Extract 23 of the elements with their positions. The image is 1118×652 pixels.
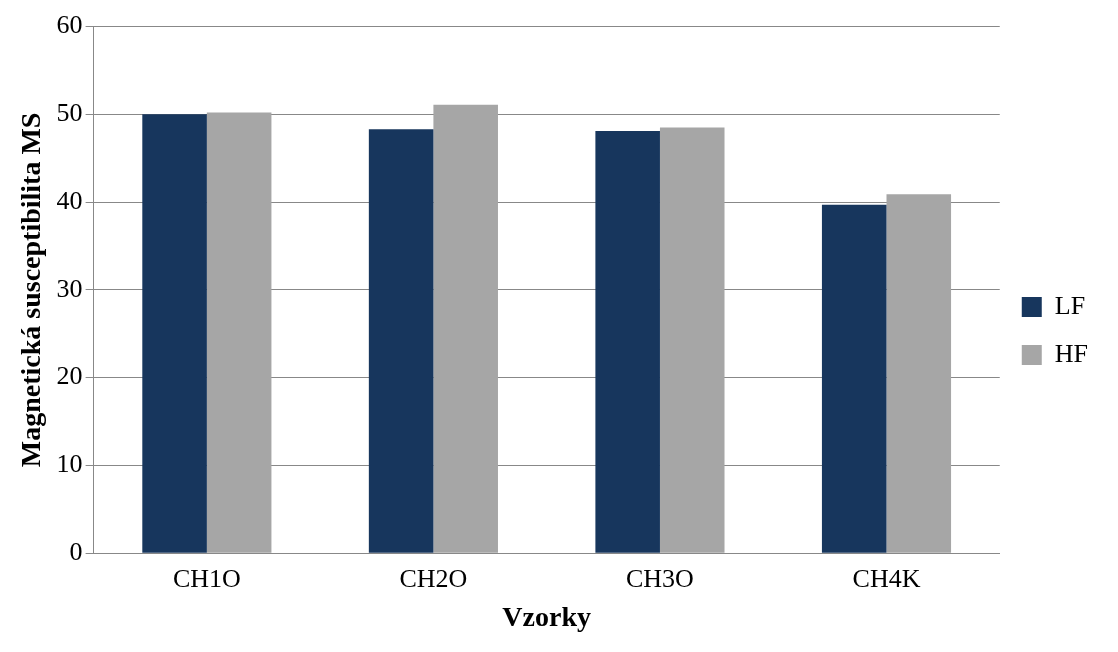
legend-label: LF [1054,290,1086,320]
x-tick-label: CH3O [626,563,694,593]
x-tick-label: CH2O [399,563,468,593]
bar [886,194,952,553]
y-axis-title: Magnetická susceptibilita MS [15,112,47,468]
x-axis-title: Vzorky [502,601,592,633]
y-tick-label: 10 [56,449,83,479]
bar [433,104,498,553]
bar [659,127,725,553]
bar [821,204,887,553]
y-tick-label: 50 [56,98,83,128]
x-tick-label: CH4K [852,563,921,593]
y-tick-label: 0 [69,537,83,567]
x-tick-label: CH1O [172,563,241,593]
bar [595,131,660,553]
bar [368,129,434,553]
y-tick-label: 60 [56,10,83,40]
y-tick-label: 40 [56,185,83,215]
y-tick-label: 20 [56,361,83,391]
legend-label: HF [1054,338,1089,368]
bar [142,114,207,553]
bar [206,112,272,553]
y-tick-label: 30 [56,273,83,303]
